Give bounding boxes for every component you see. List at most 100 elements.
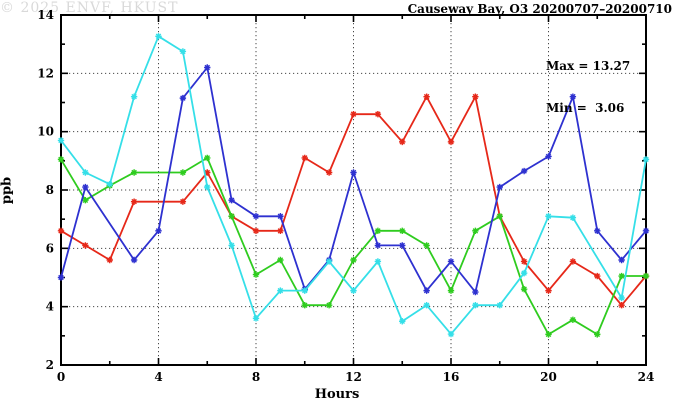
chart-title: Causeway Bay, O3 20200707–20200710 [407,2,672,16]
series-cyan-marker [447,330,455,338]
series-red-marker [325,169,333,176]
series-green-marker [228,213,235,220]
series-cyan-marker [520,269,528,277]
series-cyan-marker [277,287,284,294]
x-axis-label: Hours [314,387,360,402]
series-red-marker [277,227,284,235]
series-red-marker [447,138,455,146]
y-tick-label: 12 [37,66,54,80]
x-tick-label: 0 [57,370,65,384]
series-blue-marker [277,213,284,220]
series-cyan-marker [374,258,382,265]
series-red-marker [545,287,552,294]
series-blue-marker [618,256,625,264]
series-green-marker [301,302,308,309]
max-value-label: Max = 13.27 [546,59,631,73]
series-green-marker [545,331,552,338]
series-blue-marker [350,169,357,176]
series-blue-marker [374,242,382,249]
series-red-marker [301,154,308,162]
series-cyan-line [60,35,647,335]
series-blue-marker [472,288,479,296]
series-red-marker [106,256,113,264]
series-blue-marker [82,183,89,191]
series-green-marker [179,169,187,176]
y-tick-label: 8 [46,183,54,197]
series-green-marker [496,213,503,220]
series-cyan-marker [618,294,625,302]
series-cyan-marker [204,183,211,191]
series-green-marker [130,169,138,176]
series-blue-marker [642,227,650,235]
series-blue-marker [179,94,187,102]
series-green-marker [350,256,357,264]
series-blue-marker [155,227,162,235]
series-cyan-marker [642,156,650,163]
series-blue-marker [447,258,455,265]
series-red-marker [350,110,357,118]
series-green-marker [569,316,577,323]
series-cyan-marker [399,318,406,325]
series-blue-marker [252,213,260,220]
series-green-marker [374,227,382,235]
x-tick-label: 16 [443,370,460,384]
series-cyan-marker [179,48,187,55]
series-green-marker [423,242,430,249]
series-red-marker [618,302,625,309]
series-green-marker [520,285,528,293]
y-axis-label: ppb [0,176,15,205]
y-tick-label: 6 [46,241,54,255]
series-blue-marker [520,167,528,175]
series-red-marker [57,227,65,235]
series-green-marker [204,154,211,162]
y-tick-label: 10 [37,125,54,139]
series-cyan-marker [228,242,235,249]
series-cyan-marker [545,213,552,220]
series-cyan-marker [252,315,260,322]
series-cyan-marker [325,258,333,265]
series-blue-marker [130,256,138,264]
series-green-marker [594,331,601,338]
series-cyan-marker [472,302,479,309]
series-cyan-marker [496,302,503,309]
series-red-marker [252,227,260,235]
series-green-marker [325,302,333,309]
min-value-label: Min = 3.06 [546,101,625,115]
max-min-annotation: Max = 13.27 Min = 3.06 [546,31,630,143]
x-tick-label: 20 [540,370,557,384]
series-cyan-marker [82,169,89,176]
series-red-marker [520,258,528,265]
series-red-marker [82,242,89,249]
series-green-marker [472,227,479,235]
series-cyan-marker [106,180,113,188]
series-cyan-marker [423,302,430,309]
series-red-marker [399,138,406,146]
series-red-line [60,95,647,307]
series-cyan-marker [569,214,577,221]
y-tick-label: 2 [46,358,54,372]
series-blue-marker [545,153,552,160]
series-blue-marker [228,197,235,204]
x-tick-label: 12 [345,370,362,384]
series-red-marker [130,198,138,205]
series-green-marker [447,287,455,294]
series-cyan-marker [130,93,138,100]
series-green-line [60,157,646,336]
series-blue-marker [423,287,430,294]
series-green-marker [399,227,406,235]
series-green-marker [252,271,260,278]
series-green-marker [82,197,89,204]
series-cyan-marker [301,287,308,294]
series-blue-marker [57,274,65,281]
watermark: © 2025 ENVF, HKUST [0,0,179,16]
series-red-marker [423,93,430,100]
series-red-marker [204,169,211,176]
series-red-marker [179,198,187,205]
y-tick-label: 14 [37,8,54,22]
series-green-marker [57,156,65,163]
series-green-marker [618,272,625,280]
series-red-marker [594,272,601,280]
series-blue-marker [569,93,577,100]
